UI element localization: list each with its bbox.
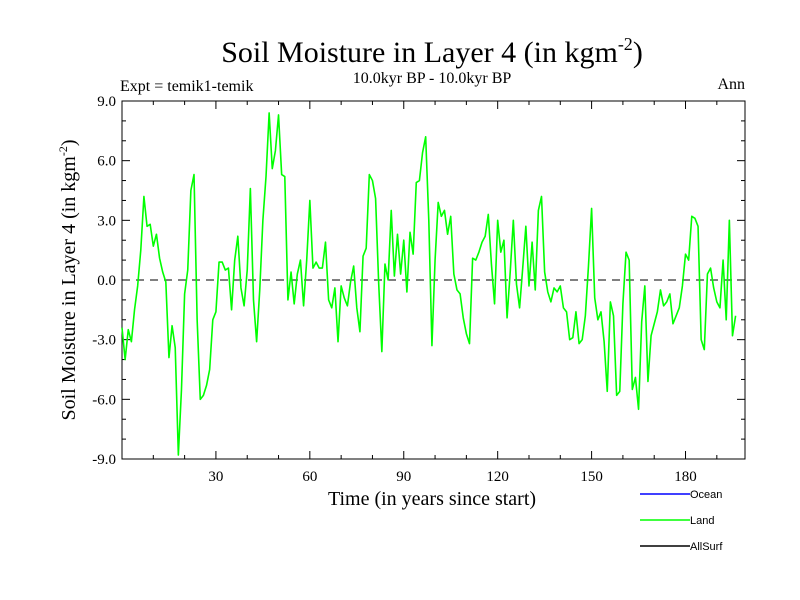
legend-label-ocean: Ocean xyxy=(690,489,722,501)
y-tick-label: 3.0 xyxy=(97,213,116,229)
chart-title: Soil Moisture in Layer 4 (in kgm-2) xyxy=(221,34,643,69)
x-axis-label: Time (in years since start) xyxy=(328,488,536,510)
y-tick-label: -6.0 xyxy=(92,392,116,408)
x-tick-label: 150 xyxy=(580,469,603,485)
x-axis-ticks: 30 60 90 120 150 180 xyxy=(152,101,718,485)
y-tick-label: -3.0 xyxy=(92,333,116,349)
annual-label: Ann xyxy=(717,76,745,93)
x-tick-label: 60 xyxy=(302,469,317,485)
y-axis-label: Soil Moisture in Layer 4 (in kgm-2) xyxy=(56,139,80,420)
experiment-label: Expt = temik1-temik xyxy=(120,78,253,95)
y-tick-label: 9.0 xyxy=(97,94,116,110)
x-tick-label: 30 xyxy=(208,469,223,485)
y-tick-label: 6.0 xyxy=(97,154,116,170)
legend: Ocean Land AllSurf xyxy=(640,489,723,553)
legend-label-allsurf: AllSurf xyxy=(690,541,723,553)
y-axis-label-superscript: -2 xyxy=(56,146,70,156)
y-tick-label: 0.0 xyxy=(97,273,116,289)
x-tick-label: 120 xyxy=(486,469,509,485)
x-tick-label: 180 xyxy=(674,469,697,485)
chart-title-superscript: -2 xyxy=(618,34,633,54)
chart-subtitle: 10.0kyr BP - 10.0kyr BP xyxy=(353,70,512,87)
y-tick-label: -9.0 xyxy=(92,452,116,468)
legend-label-land: Land xyxy=(690,515,714,527)
land-series-line xyxy=(121,112,737,456)
x-tick-label: 90 xyxy=(396,469,411,485)
y-axis-ticks: 9.0 6.0 3.0 0.0 -3.0 -6.0 -9.0 xyxy=(92,94,745,468)
plot-area: 30 60 90 120 150 180 9.0 6.0 3.0 0.0 -3.0 -6.0 -9.0 xyxy=(92,94,746,485)
